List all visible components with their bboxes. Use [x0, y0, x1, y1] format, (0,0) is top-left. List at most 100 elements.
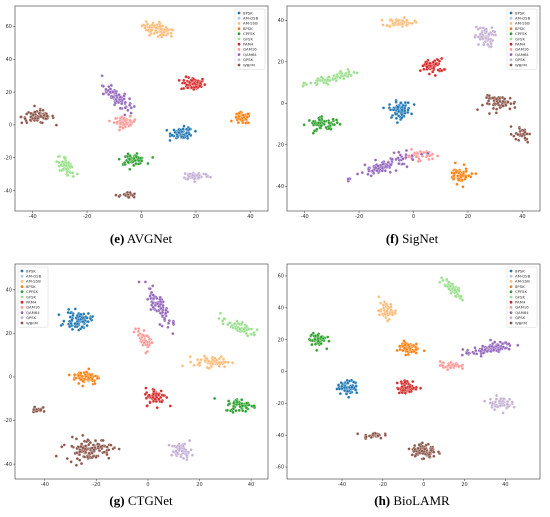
scatter-point-8psk [460, 173, 464, 177]
scatter-point-bpsk [389, 115, 394, 120]
scatter-point-cpfsk [322, 119, 327, 124]
scatter-point-cpfsk [326, 335, 330, 339]
scatter-point-qam64 [122, 97, 126, 101]
scatter-point-cpfsk [313, 342, 318, 346]
scatter-point-gfsk [457, 289, 461, 293]
scatter-point-cpfsk [316, 339, 320, 343]
scatter-point-pam4 [200, 77, 205, 81]
scatter-point-wbfm [508, 107, 512, 111]
scatter-point-qam16 [417, 157, 421, 161]
scatter-point-wbfm [506, 100, 510, 104]
scatter-point-qam64 [367, 167, 371, 172]
scatter-point-qpsk [187, 174, 191, 179]
scatter-point-qpsk [484, 36, 488, 40]
scatter-point-gfsk [338, 76, 342, 80]
legend-marker [509, 48, 513, 51]
scatter-point-qam64 [158, 302, 163, 307]
scatter-point-cpfsk [332, 123, 336, 127]
scatter-point-am-ssb [377, 313, 382, 317]
scatter-point-am-ssb [150, 28, 154, 32]
legend-marker [509, 285, 513, 288]
scatter-point-pam4 [185, 83, 189, 87]
scatter-point-wbfm [420, 441, 424, 445]
scatter-point-qam16 [128, 119, 132, 123]
scatter-point-pam4 [403, 391, 407, 395]
scatter-point-qam16 [121, 126, 125, 130]
scatter-point-wbfm [45, 114, 49, 118]
scatter-point-cpfsk [320, 114, 324, 119]
scatter-point-qam16 [120, 115, 124, 119]
scatter-point-cpfsk [132, 163, 136, 167]
scatter-point-cpfsk [327, 339, 331, 343]
scatter-point-bpsk [392, 108, 396, 112]
y-tick-label: 0 [281, 101, 284, 107]
scatter-point-qpsk [481, 26, 485, 30]
scatter-point-wbfm [40, 121, 44, 125]
scatter-point-bpsk [73, 307, 77, 311]
scatter-point-qam64 [404, 153, 408, 157]
scatter-point-qpsk [189, 448, 193, 452]
legend-label: 8PSK [515, 26, 525, 31]
legend-label: WBFM [243, 62, 255, 67]
legend-box [17, 266, 49, 328]
scatter-point-bpsk [81, 320, 85, 324]
scatter-point-wbfm [99, 445, 103, 449]
legend-marker [509, 11, 513, 15]
scatter-point-am-ssb [165, 27, 169, 31]
legend-marker [20, 316, 24, 320]
scatter-point-wbfm [41, 108, 45, 112]
scatter-point-wbfm [96, 442, 100, 446]
scatter-point-qam64 [346, 177, 350, 181]
scatter-point-cpfsk [319, 335, 323, 339]
scatter-point-qpsk [491, 38, 495, 43]
scatter-point-qam64 [475, 352, 479, 356]
scatter-point-wbfm [491, 96, 495, 100]
scatter-point-am-ssb [206, 359, 211, 363]
scatter-point-gfsk [355, 71, 359, 75]
scatter-point-wbfm [25, 112, 29, 116]
panel-e-ticks: -40 -20 0 20 40 -40 -20 0 20 40 60 [4, 24, 254, 220]
legend-label: AM-SSB [515, 21, 530, 26]
scatter-point-pam4 [187, 75, 191, 80]
scatter-point-bpsk [73, 321, 77, 326]
scatter-point-gfsk [319, 75, 323, 79]
scatter-point-qam16 [115, 120, 119, 124]
scatter-point-qam64 [117, 93, 121, 97]
scatter-point-wbfm [54, 454, 58, 458]
x-tick-label: 0 [146, 482, 149, 488]
scatter-point-bpsk [181, 127, 185, 131]
scatter-point-am-ssb [410, 21, 414, 25]
scatter-point-wbfm [509, 132, 513, 136]
scatter-point-qam64 [473, 346, 477, 350]
x-tick-label: -20 [355, 214, 363, 220]
legend-marker [509, 42, 513, 46]
scatter-point-am-ssb [152, 31, 156, 35]
scatter-point-qam64 [150, 290, 154, 294]
scatter-point-qam64 [148, 294, 152, 298]
scatter-point-pam4 [151, 395, 155, 400]
scatter-point-qam64 [420, 152, 424, 156]
scatter-point-qam64 [127, 97, 132, 101]
scatter-point-qam64 [128, 103, 132, 107]
scatter-point-bpsk [387, 102, 392, 107]
scatter-point-qam64 [156, 302, 160, 306]
y-tick-label: 20 [278, 60, 284, 66]
scatter-point-cpfsk [137, 158, 141, 163]
scatter-point-bpsk [193, 129, 198, 133]
legend-label: QAM16 [243, 47, 257, 52]
scatter-point-wbfm [84, 450, 88, 454]
scatter-point-am-ssb [402, 16, 406, 20]
scatter-point-wbfm [42, 113, 46, 117]
scatter-point-8psk [402, 346, 407, 350]
scatter-point-qam64 [123, 113, 127, 117]
scatter-point-wbfm [514, 137, 518, 141]
scatter-point-qpsk [505, 405, 509, 410]
y-tick-label: 20 [6, 331, 12, 337]
scatter-point-wbfm [416, 446, 420, 450]
legend-label: WBFM [26, 320, 38, 325]
panel-f: -40 -20 0 20 40 -40 -20 0 20 40 BPSKAM-DSBAM-SSB8… [276, 5, 541, 246]
scatter-point-wbfm [498, 99, 502, 103]
scatter-point-am-ssb [203, 358, 207, 363]
scatter-point-8psk [395, 348, 399, 353]
scatter-point-gfsk [440, 276, 444, 280]
